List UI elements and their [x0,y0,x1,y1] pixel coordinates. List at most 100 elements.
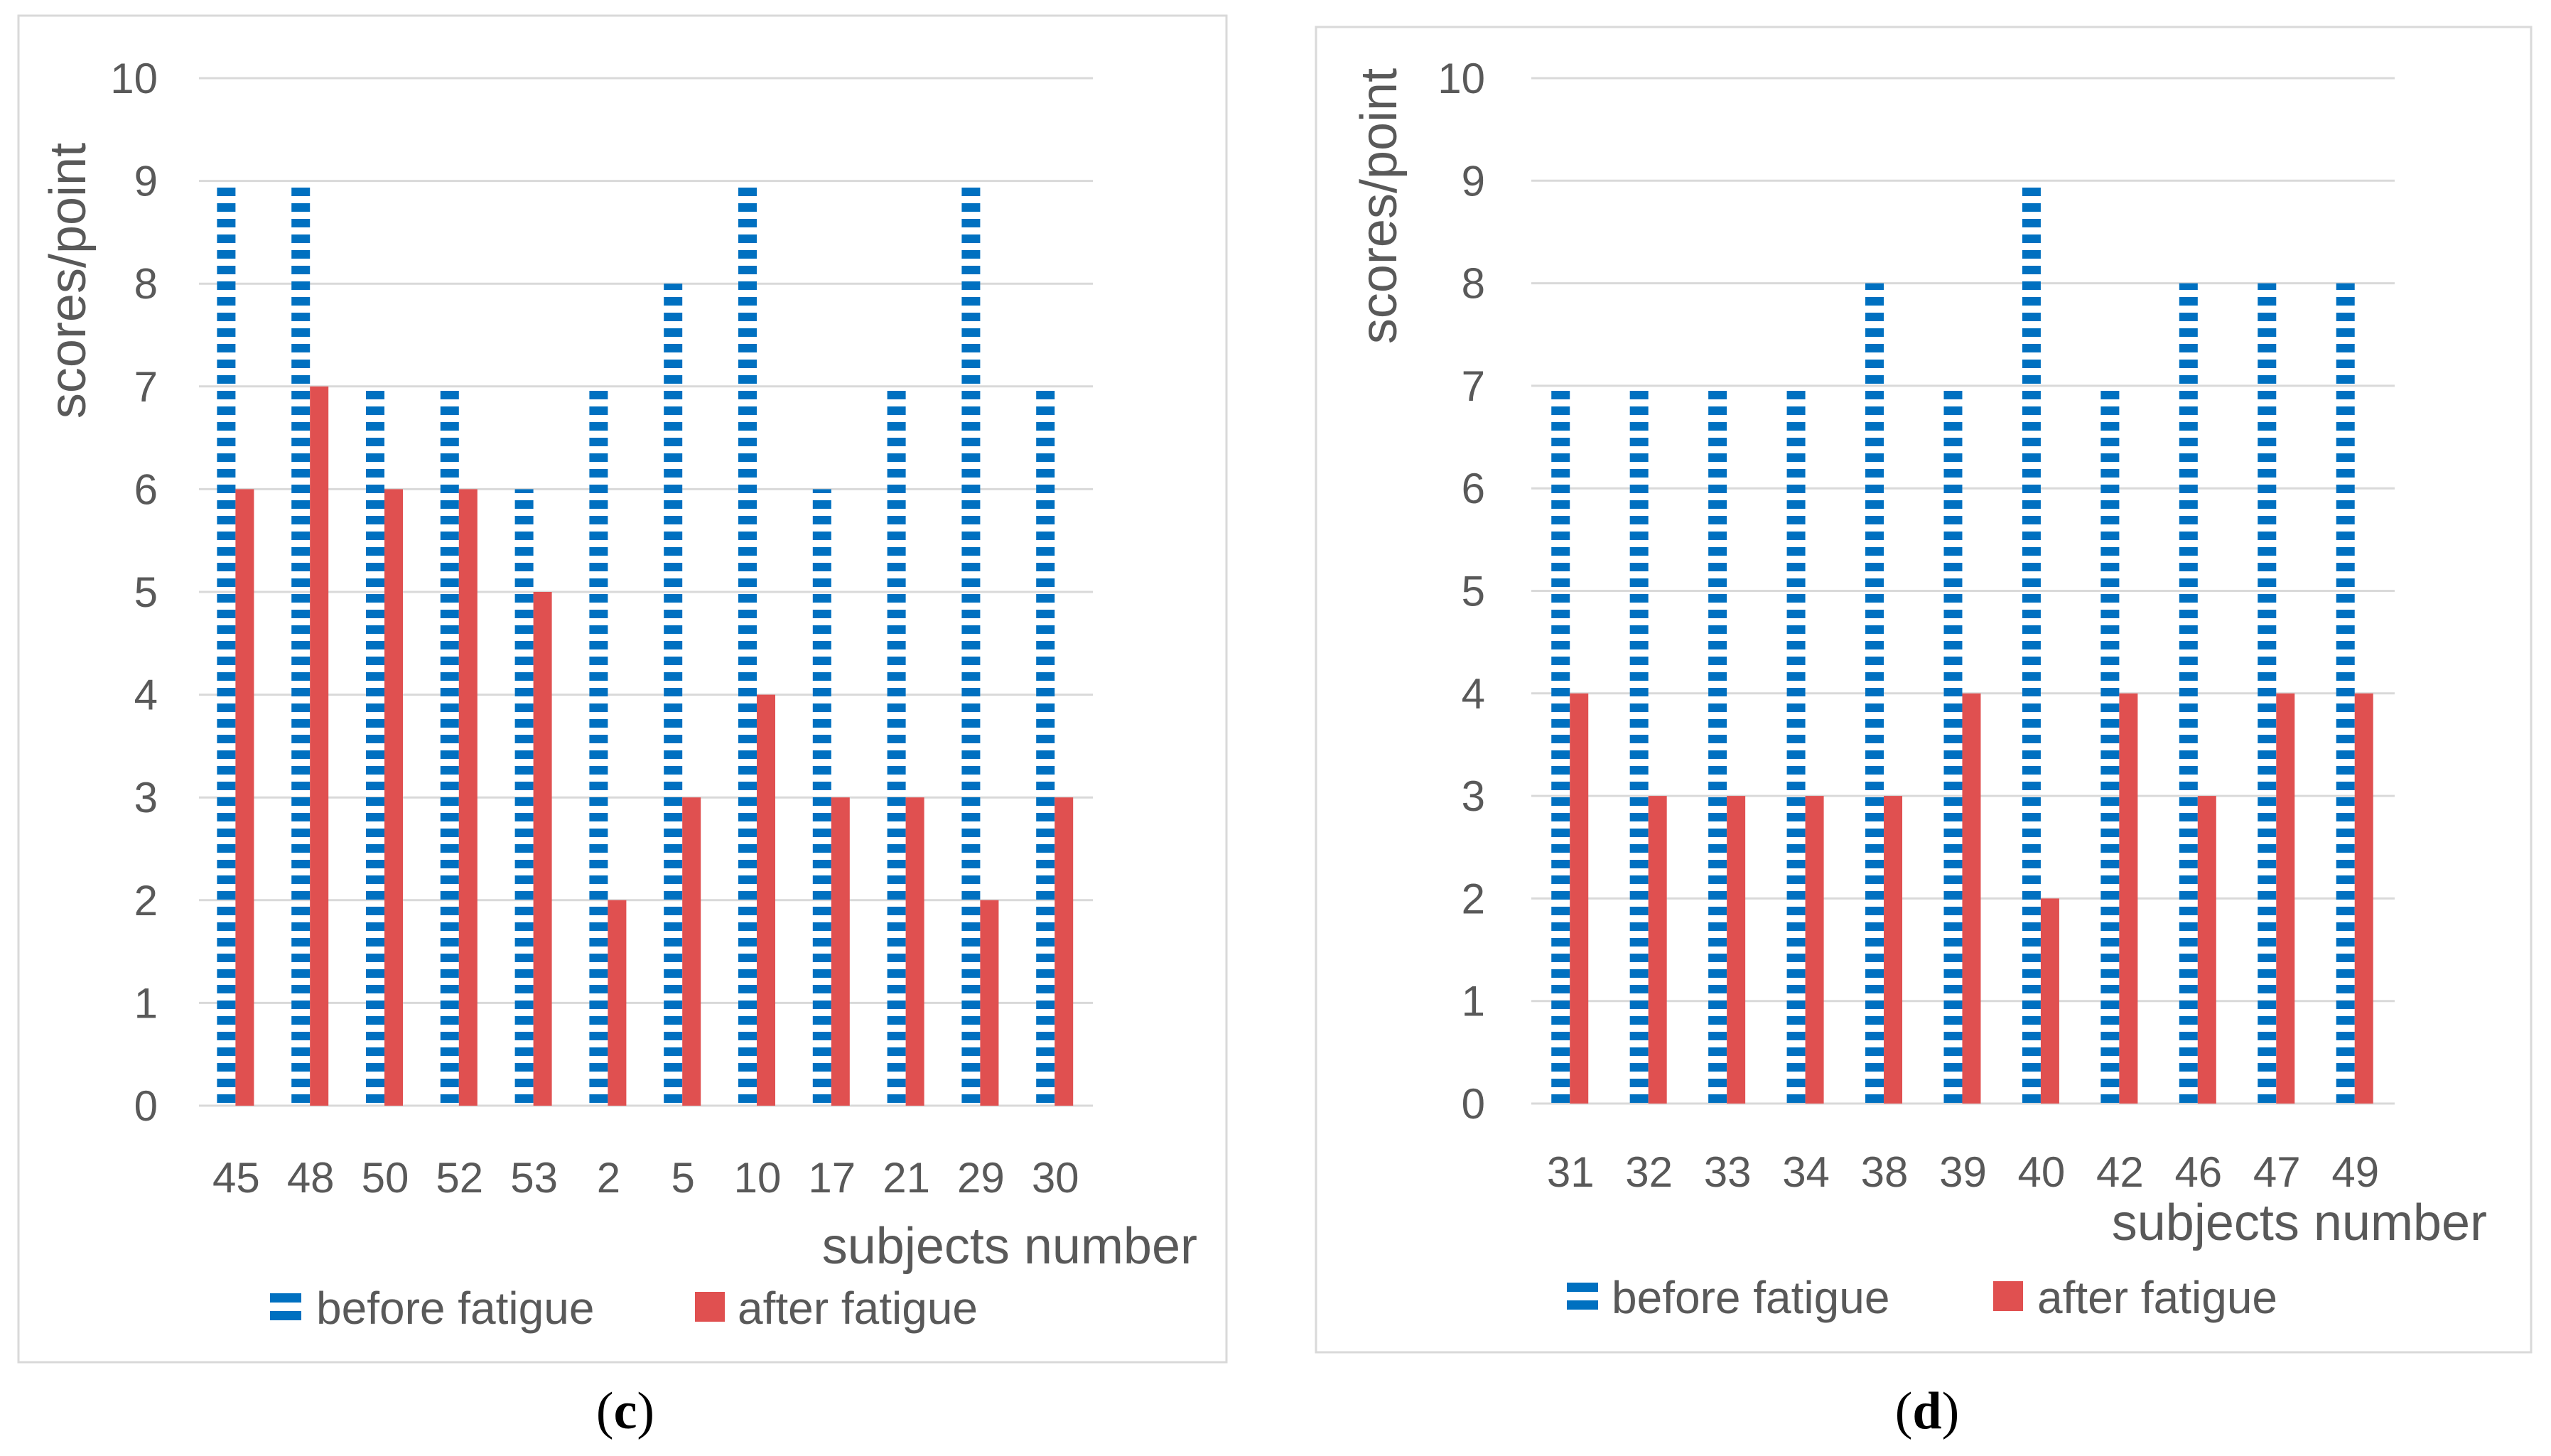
bar-before-fatigue-c-50 [366,386,384,1106]
x-tick-d-47: 47 [2253,1148,2301,1196]
bar-before-fatigue-c-30 [1036,386,1055,1106]
y-tick-c-7: 7 [134,363,158,411]
x-tick-c-29: 29 [957,1154,1005,1202]
caption-c: (c) [596,1382,654,1440]
chart-frame-d [1315,26,2533,1354]
x-tick-c-30: 30 [1032,1154,1079,1202]
y-tick-labels-d: 0 1 2 3 4 5 6 7 8 9 10 [1438,55,1485,1128]
bars-c [217,180,1074,1106]
bar-before-fatigue-d-34 [1786,385,1806,1104]
bar-before-fatigue-c-48 [291,180,311,1106]
x-tick-c-5: 5 [672,1154,695,1202]
bar-before-fatigue-d-32 [1629,385,1649,1104]
x-axis-label-d: subjects number [2112,1195,2487,1251]
bar-before-fatigue-c-45 [217,180,236,1106]
legend-d: before fatigue after fatigue [1567,1272,2277,1323]
y-tick-d-10: 10 [1438,55,1485,102]
bar-after-fatigue-c-53 [533,592,552,1106]
bar-after-fatigue-c-10 [757,694,775,1106]
y-tick-c-1: 1 [134,979,158,1027]
bar-before-fatigue-c-5 [664,284,683,1106]
legend-label-before-d: before fatigue [1612,1272,1889,1323]
bar-before-fatigue-d-38 [1865,283,1884,1104]
bar-after-fatigue-d-34 [1805,796,1824,1104]
bar-after-fatigue-c-17 [831,797,850,1106]
bar-after-fatigue-c-48 [310,386,329,1106]
bar-after-fatigue-c-45 [235,489,254,1106]
bar-after-fatigue-c-52 [458,489,478,1106]
x-tick-c-2: 2 [597,1154,620,1202]
bar-before-fatigue-c-21 [887,386,906,1106]
y-tick-d-7: 7 [1462,362,1485,410]
y-tick-c-0: 0 [134,1082,158,1130]
x-tick-d-46: 46 [2174,1148,2222,1196]
y-tick-c-6: 6 [134,465,158,513]
bar-before-fatigue-c-17 [812,489,831,1106]
bar-after-fatigue-d-32 [1648,796,1667,1104]
bar-before-fatigue-c-2 [589,386,608,1106]
x-tick-c-45: 45 [212,1154,260,1202]
y-tick-c-8: 8 [134,260,158,308]
y-tick-c-10: 10 [110,55,158,102]
x-tick-d-40: 40 [2018,1148,2066,1196]
bar-after-fatigue-d-31 [1570,693,1589,1104]
y-tick-d-0: 0 [1462,1080,1485,1128]
bar-after-fatigue-d-39 [1962,693,1981,1104]
x-tick-c-17: 17 [808,1154,856,1202]
x-tick-c-21: 21 [883,1154,930,1202]
bar-before-fatigue-d-47 [2258,283,2277,1104]
y-tick-c-4: 4 [134,672,158,719]
x-tick-d-31: 31 [1547,1148,1595,1196]
y-tick-d-9: 9 [1462,157,1485,205]
bar-before-fatigue-d-42 [2100,385,2120,1104]
bar-after-fatigue-c-30 [1055,797,1074,1106]
bar-after-fatigue-c-2 [608,900,627,1106]
caption-d: (d) [1895,1382,1959,1440]
legend-swatch-before-d [1567,1283,1598,1310]
y-tick-c-2: 2 [134,877,158,924]
bar-before-fatigue-d-46 [2179,283,2198,1104]
bar-before-fatigue-d-39 [1943,385,1963,1104]
x-tick-d-39: 39 [1939,1148,1987,1196]
bar-after-fatigue-c-50 [384,489,403,1106]
y-tick-c-3: 3 [134,774,158,821]
x-axis-label-c: subjects number [822,1218,1197,1275]
bar-before-fatigue-c-29 [961,180,981,1106]
chart-frame-c [17,14,1228,1364]
x-tick-c-48: 48 [287,1154,335,1202]
y-tick-d-3: 3 [1462,772,1485,820]
y-tick-d-6: 6 [1462,465,1485,512]
x-tick-d-38: 38 [1861,1148,1909,1196]
legend-swatch-after-d [1993,1281,2023,1311]
x-tick-d-32: 32 [1625,1148,1673,1196]
x-tick-d-42: 42 [2096,1148,2144,1196]
y-axis-label-c: scores/point [40,143,97,419]
x-tick-labels-d: 31 32 33 34 38 39 40 42 46 47 49 [1547,1148,2379,1196]
bar-after-fatigue-c-5 [682,797,701,1106]
bar-after-fatigue-c-29 [980,900,999,1106]
bar-after-fatigue-d-42 [2119,693,2138,1104]
bar-before-fatigue-d-33 [1708,385,1727,1104]
bar-before-fatigue-d-31 [1551,385,1570,1104]
gridlines-c [199,77,1093,1107]
bar-after-fatigue-c-21 [905,797,924,1106]
bar-before-fatigue-d-40 [2022,180,2041,1104]
bar-after-fatigue-d-40 [2040,898,2059,1104]
y-axis-label-d: scores/point [1351,68,1408,344]
bar-before-fatigue-d-49 [2336,283,2355,1104]
y-tick-d-1: 1 [1462,978,1485,1025]
legend-label-after-c: after fatigue [738,1283,978,1334]
legend-c: before fatigue after fatigue [270,1283,978,1334]
x-tick-labels-c: 45 48 50 52 53 2 5 10 17 21 29 30 [212,1154,1079,1202]
legend-swatch-after-c [695,1292,725,1322]
bar-before-fatigue-c-53 [514,489,534,1106]
bar-before-fatigue-c-10 [738,180,757,1106]
legend-swatch-before-c [270,1293,301,1320]
y-tick-d-4: 4 [1462,670,1485,718]
y-tick-c-5: 5 [134,568,158,616]
x-tick-c-10: 10 [734,1154,782,1202]
x-tick-d-34: 34 [1782,1148,1830,1196]
